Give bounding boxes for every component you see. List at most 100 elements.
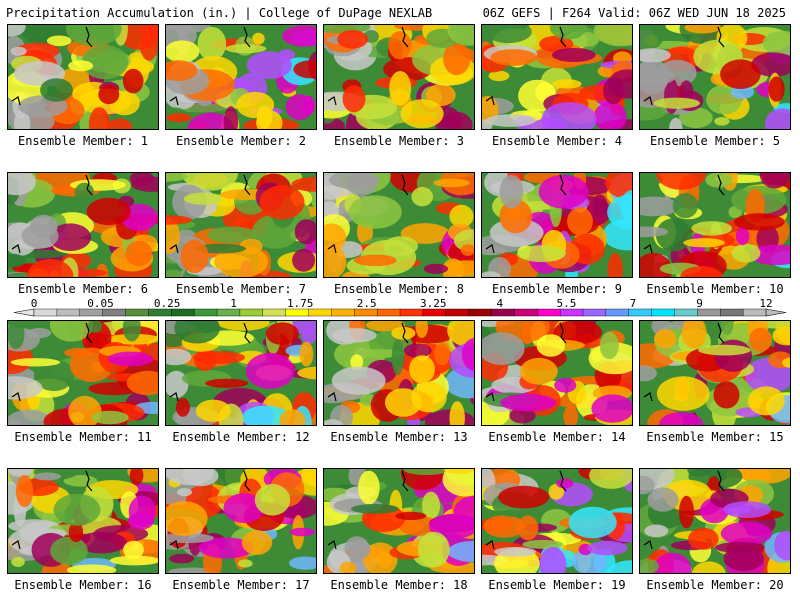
member-label: Ensemble Member: 8 <box>333 282 465 296</box>
coastline <box>169 322 251 402</box>
coastline <box>485 470 567 550</box>
map-title: Precipitation Accumulation (in.) | Colle… <box>6 6 433 20</box>
member-label: Ensemble Member: 9 <box>491 282 623 296</box>
coastline <box>327 322 409 402</box>
colorbar-tick-label: 4 <box>496 298 503 310</box>
colorbar-swatch <box>582 308 607 317</box>
member-panel <box>7 24 159 130</box>
precip-field <box>166 173 316 277</box>
member-panel <box>7 468 159 574</box>
coastline <box>169 174 251 254</box>
coastline <box>485 26 567 106</box>
precip-field <box>482 469 632 573</box>
coastline <box>643 322 725 402</box>
colorbar-swatch <box>102 308 127 317</box>
coastline <box>327 26 409 106</box>
precip-field <box>8 321 158 425</box>
colorbar-swatch <box>720 308 744 317</box>
colorbar-swatch <box>148 308 172 317</box>
member-label: Ensemble Member: 3 <box>333 134 465 148</box>
precip-field <box>8 173 158 277</box>
member-panel <box>481 320 633 426</box>
member-panel <box>481 172 633 278</box>
colorbar-swatch <box>605 308 630 317</box>
member-panel <box>323 24 475 130</box>
colorbar-swatch <box>285 308 310 317</box>
member-panel <box>639 320 791 426</box>
member-panel <box>481 24 633 130</box>
precip-field <box>324 321 474 425</box>
member-label: Ensemble Member: 18 <box>330 578 468 592</box>
colorbar-swatch <box>79 308 104 317</box>
colorbar-swatch <box>491 308 515 317</box>
colorbar-swatch <box>628 308 653 317</box>
colorbar-swatch <box>33 308 58 317</box>
coastline <box>11 322 93 402</box>
coastline <box>643 174 725 254</box>
precip-field <box>482 173 632 277</box>
precip-field <box>482 25 632 129</box>
precip-field <box>324 25 474 129</box>
colorbar-swatch <box>376 308 401 317</box>
colorbar-swatch <box>56 308 81 317</box>
coastline <box>11 470 93 550</box>
colorbar-tick-label: 7 <box>630 298 637 310</box>
member-label: Ensemble Member: 4 <box>491 134 623 148</box>
member-label: Ensemble Member: 7 <box>175 282 307 296</box>
member-panel <box>165 172 317 278</box>
colorbar-tick-label: 0 <box>31 298 38 310</box>
colorbar-swatch <box>239 308 264 317</box>
precip-field <box>8 25 158 129</box>
run-valid-time: 06Z GEFS | F264 Valid: 06Z WED JUN 18 20… <box>482 6 786 20</box>
member-panel <box>7 320 159 426</box>
member-label: Ensemble Member: 2 <box>175 134 307 148</box>
precip-field <box>166 25 316 129</box>
member-panel <box>165 24 317 130</box>
colorbar-tick-label: 9 <box>696 298 703 310</box>
colorbar: 0 0.05 0.25 1 1.75 2.5 3.25 4 5.5 7 9 12 <box>13 298 787 317</box>
member-panel <box>165 320 317 426</box>
precip-field <box>324 173 474 277</box>
member-panel <box>323 320 475 426</box>
coastline <box>11 174 93 254</box>
precip-field <box>640 469 790 573</box>
member-label: Ensemble Member: 19 <box>488 578 626 592</box>
colorbar-tick-label: 5.5 <box>556 298 576 310</box>
precip-field <box>640 173 790 277</box>
coastline <box>485 322 567 402</box>
colorbar-swatch <box>674 308 698 317</box>
member-label: Ensemble Member: 15 <box>646 430 784 444</box>
member-label: Ensemble Member: 6 <box>17 282 149 296</box>
colorbar-swatch <box>537 308 561 317</box>
colorbar-swatch <box>514 308 538 317</box>
precip-field <box>640 321 790 425</box>
colorbar-swatch <box>125 308 149 317</box>
precip-field <box>166 321 316 425</box>
coastline <box>485 174 567 254</box>
colorbar-tick-label: 0.05 <box>87 298 114 310</box>
colorbar-swatch <box>354 308 378 317</box>
colorbar-swatch <box>651 308 676 317</box>
colorbar-max-arrow <box>765 308 787 317</box>
member-label: Ensemble Member: 5 <box>649 134 781 148</box>
colorbar-swatch <box>445 308 470 317</box>
colorbar-swatch <box>171 308 195 317</box>
precip-field <box>640 25 790 129</box>
member-label: Ensemble Member: 17 <box>172 578 310 592</box>
precip-field <box>8 469 158 573</box>
colorbar-swatch <box>262 308 287 317</box>
colorbar-tick-label: 3.25 <box>420 298 447 310</box>
colorbar-swatch <box>468 308 493 317</box>
coastline <box>169 26 251 106</box>
coastline <box>169 470 251 550</box>
colorbar-swatch <box>559 308 584 317</box>
colorbar-tick-label: 12 <box>759 298 772 310</box>
member-label: Ensemble Member: 12 <box>172 430 310 444</box>
member-panel <box>639 172 791 278</box>
member-panel <box>7 172 159 278</box>
member-panel <box>323 468 475 574</box>
colorbar-tick-label: 1.75 <box>287 298 314 310</box>
precip-field <box>324 469 474 573</box>
coastline <box>11 26 93 106</box>
coastline <box>643 26 725 106</box>
